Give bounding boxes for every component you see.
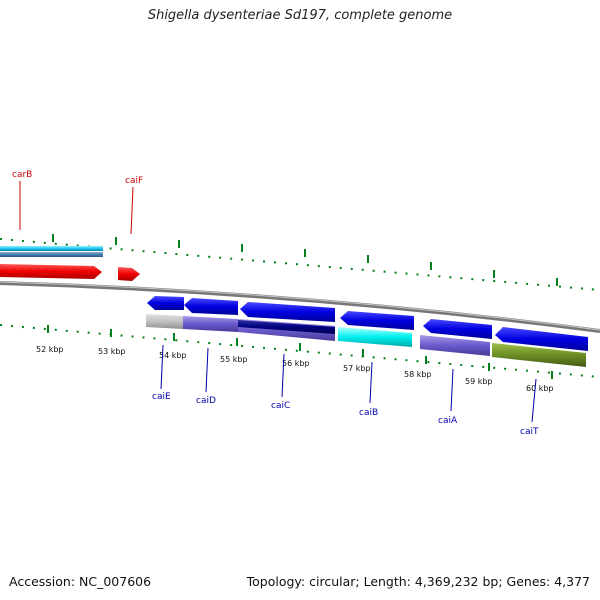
caiT-leader-line	[531, 378, 537, 423]
caiB-cds-arrow[interactable]	[340, 311, 414, 330]
feature-band-cyan[interactable]	[0, 246, 103, 251]
kbp-label: 59 kbp	[465, 377, 493, 386]
kbp-labels: 52 kbp 53 kbp 54 kbp 55 kbp 56 kbp 57 kb…	[36, 345, 554, 393]
caiF-cds-arrow[interactable]	[118, 267, 140, 281]
gene-label-caiA[interactable]: caiA	[438, 416, 458, 426]
caiD-leader-line	[205, 347, 209, 393]
kbp-label: 58 kbp	[404, 370, 432, 379]
kbp-label: 55 kbp	[220, 355, 248, 364]
kbp-label: 56 kbp	[282, 359, 310, 368]
kbp-label: 57 kbp	[343, 364, 371, 373]
caiC-cds-arrow[interactable]	[240, 302, 335, 322]
gene-label-caiF[interactable]: caiF	[125, 176, 143, 186]
outer-major-ticks	[52, 234, 558, 286]
inner-tick-rail	[0, 324, 600, 378]
caiE-cds-arrow[interactable]	[147, 296, 184, 310]
caiB-leader-line	[369, 361, 373, 404]
gene-label-caiE[interactable]: caiE	[152, 392, 171, 402]
feature-band-olive[interactable]	[492, 343, 586, 367]
feature-band-purple-1[interactable]	[183, 316, 238, 332]
genome-summary-text: Topology: circular; Length: 4,369,232 bp…	[246, 574, 590, 589]
accession-text: Accession: NC_007606	[9, 574, 152, 589]
gene-label-caiC[interactable]: caiC	[271, 401, 290, 411]
kbp-label: 52 kbp	[36, 345, 64, 354]
caiD-cds-arrow[interactable]	[184, 298, 238, 315]
inner-major-ticks	[47, 325, 553, 379]
genome-backbone-highlight	[0, 281, 600, 331]
caiF-leader-line	[130, 186, 134, 235]
kbp-label: 60 kbp	[526, 384, 554, 393]
caiT-cds-arrow[interactable]	[495, 327, 588, 351]
feature-band-gray[interactable]	[146, 314, 183, 329]
caiA-cds-arrow[interactable]	[423, 319, 492, 339]
kbp-label: 53 kbp	[98, 347, 126, 356]
gene-label-carB[interactable]: carB	[12, 170, 32, 180]
caiC-leader-line	[281, 353, 285, 398]
caiE-leader-line	[160, 344, 164, 390]
gene-label-caiD[interactable]: caiD	[196, 396, 216, 406]
gene-label-caiB[interactable]: caiB	[359, 408, 378, 418]
reverse-gene-labels: caiE caiD caiC caiB caiA caiT	[152, 344, 539, 437]
genome-backbone	[0, 281, 600, 333]
carB-cds-arrow[interactable]	[0, 264, 102, 279]
caiA-leader-line	[450, 368, 454, 412]
map-title: Shigella dysenteriae Sd197, complete gen…	[147, 8, 453, 23]
kbp-label: 54 kbp	[159, 351, 187, 360]
feature-band-purple-3[interactable]	[420, 335, 490, 356]
feature-band-navy[interactable]	[238, 320, 335, 334]
forward-gene-labels: carB caiF	[12, 170, 143, 235]
feature-band-steel[interactable]	[0, 252, 103, 257]
gene-label-caiT[interactable]: caiT	[520, 427, 539, 437]
feature-band-bright-cyan[interactable]	[338, 327, 412, 347]
